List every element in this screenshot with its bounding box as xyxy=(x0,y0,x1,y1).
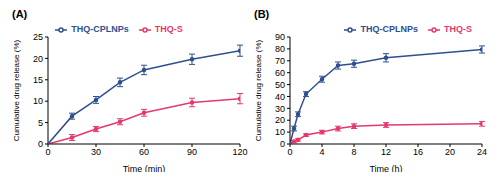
svg-text:Cumulative drug release (%): Cumulative drug release (%) xyxy=(254,39,263,141)
svg-text:20: 20 xyxy=(33,54,43,64)
svg-text:16: 16 xyxy=(413,147,423,157)
svg-text:90: 90 xyxy=(187,147,197,157)
svg-text:0: 0 xyxy=(45,147,50,157)
svg-text:0: 0 xyxy=(287,147,292,157)
svg-text:5: 5 xyxy=(38,118,43,128)
svg-text:12: 12 xyxy=(381,147,391,157)
html-text:(B): (B) xyxy=(254,8,270,20)
svg-text:25: 25 xyxy=(33,32,43,42)
svg-text:60: 60 xyxy=(275,68,285,78)
html-text:THQ-CPLNPs: THQ-CPLNPs xyxy=(71,24,129,34)
svg-text:40: 40 xyxy=(275,92,285,102)
svg-text:20: 20 xyxy=(275,115,285,125)
svg-text:0: 0 xyxy=(280,139,285,149)
html-text:THQ-S: THQ-S xyxy=(444,24,472,34)
svg-text:30: 30 xyxy=(91,147,101,157)
svg-text:70: 70 xyxy=(275,56,285,66)
svg-text:24: 24 xyxy=(477,147,487,157)
svg-text:30: 30 xyxy=(275,104,285,114)
svg-text:0: 0 xyxy=(38,139,43,149)
html-text:THQ-S: THQ-S xyxy=(154,24,183,34)
html-text:THQ-CPLNPs: THQ-CPLNPs xyxy=(360,24,418,34)
svg-text:Cumulative drug release (%): Cumulative drug release (%) xyxy=(12,39,21,141)
svg-text:20: 20 xyxy=(445,147,455,157)
svg-text:10: 10 xyxy=(275,127,285,137)
svg-text:15: 15 xyxy=(33,75,43,85)
html-text:(A): (A) xyxy=(12,8,28,20)
svg-text:10: 10 xyxy=(33,96,43,106)
svg-text:120: 120 xyxy=(232,147,247,157)
svg-text:Time (h): Time (h) xyxy=(369,164,402,172)
svg-text:Time (min): Time (min) xyxy=(123,164,166,172)
svg-text:4: 4 xyxy=(319,147,324,157)
svg-text:80: 80 xyxy=(275,44,285,54)
svg-text:8: 8 xyxy=(351,147,356,157)
svg-text:90: 90 xyxy=(275,32,285,42)
svg-text:60: 60 xyxy=(139,147,149,157)
svg-text:50: 50 xyxy=(275,80,285,90)
